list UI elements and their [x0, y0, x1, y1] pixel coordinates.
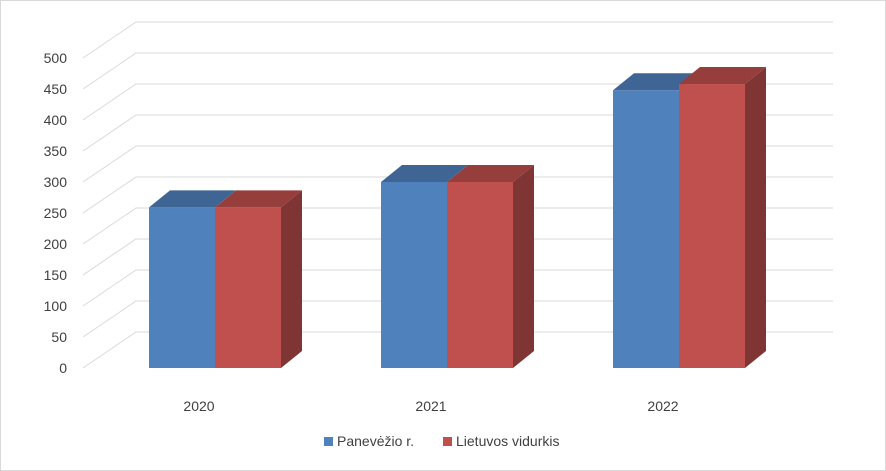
gridlines: [82, 21, 833, 369]
bar-side-face: [745, 67, 766, 368]
y-tick-label: 450: [44, 81, 68, 97]
gridline: [82, 300, 833, 338]
bar: [215, 207, 281, 368]
y-tick-label: 250: [44, 205, 68, 221]
gridline: [82, 114, 833, 152]
gridline: [82, 238, 833, 276]
x-tick-label: 2020: [183, 398, 214, 414]
legend: Panevėžio r. Lietuvos vidurkis: [324, 433, 560, 449]
y-tick-label: 50: [51, 329, 67, 345]
bar-top-face: [613, 73, 700, 91]
gridline: [82, 21, 833, 59]
y-tick-label: 400: [44, 112, 68, 128]
y-tick-label: 100: [44, 298, 68, 314]
bar-top-face: [381, 165, 468, 182]
x-tick-label: 2022: [647, 398, 678, 414]
gridline: [82, 269, 833, 307]
y-tick-label: 500: [44, 50, 68, 66]
bar: [149, 207, 215, 368]
gridline: [82, 52, 833, 90]
legend-swatch: [443, 437, 452, 446]
y-tick-label: 350: [44, 143, 68, 159]
legend-label: Lietuvos vidurkis: [456, 433, 560, 449]
bars: [149, 67, 766, 369]
bar-side-face: [513, 165, 534, 368]
gridline: [82, 331, 833, 369]
legend-swatch: [324, 437, 333, 446]
legend-label: Panevėžio r.: [337, 433, 414, 449]
y-tick-label: 150: [44, 267, 68, 283]
bar: [381, 182, 447, 368]
x-axis-ticks: 2020 2021 2022: [183, 398, 678, 414]
bar: [613, 90, 679, 369]
gridline: [82, 207, 833, 245]
y-tick-label: 0: [59, 360, 67, 376]
gridline: [82, 83, 833, 121]
gridline: [82, 176, 833, 214]
bar-top-face: [215, 190, 302, 208]
bar: [679, 84, 745, 368]
bar: [447, 182, 513, 368]
bar-top-face: [447, 165, 534, 182]
bar-top-face: [679, 67, 766, 85]
bar-top-face: [149, 190, 236, 208]
y-tick-label: 200: [44, 236, 68, 252]
bar-side-face: [281, 190, 302, 368]
y-axis-ticks: 0 50 100 150 200 250 300 350 400 450 500: [44, 50, 68, 376]
x-tick-label: 2021: [415, 398, 446, 414]
gridline: [82, 145, 833, 183]
y-tick-label: 300: [44, 174, 68, 190]
